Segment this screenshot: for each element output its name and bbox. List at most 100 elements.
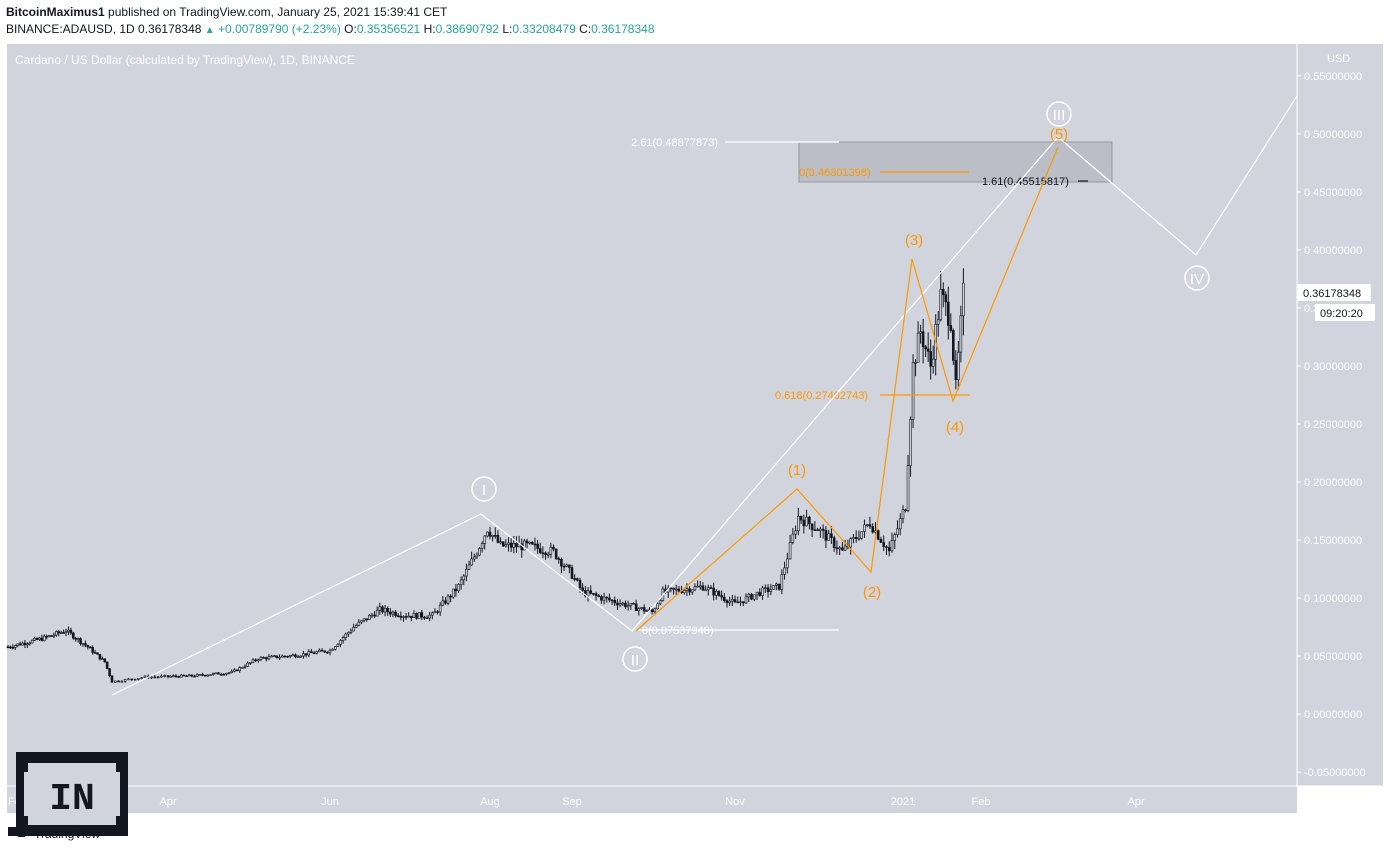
candle-body: [323, 650, 326, 653]
candle-body: [344, 633, 348, 638]
fib-161-label: 1.61(0.45515817): [982, 176, 1069, 188]
candle-body: [701, 585, 705, 591]
candle-body: [133, 678, 137, 681]
wave-label-IV[interactable]: IV: [1184, 265, 1210, 291]
candle-body: [267, 656, 271, 660]
candle-body: [420, 612, 424, 618]
candle-body: [417, 612, 421, 619]
wave-label-1[interactable]: (1): [788, 462, 806, 479]
candle-body: [876, 530, 880, 540]
candle-body: [962, 282, 965, 317]
candle-body: [854, 537, 858, 539]
author-name[interactable]: BitcoinMaximus1: [6, 5, 105, 19]
candle-body: [909, 419, 912, 466]
low-label: L:: [502, 22, 513, 36]
candle-body: [30, 639, 34, 644]
candle-body: [235, 669, 239, 672]
y-tick-label: 0.15000000: [1304, 535, 1362, 547]
tradingview-logo-icon[interactable]: [8, 827, 25, 837]
candle-body: [860, 531, 863, 539]
candle-body: [618, 603, 622, 606]
x-tick-label: Feb: [972, 796, 991, 808]
candle-body: [441, 600, 445, 606]
current-price-tag[interactable]: [1297, 284, 1371, 301]
candle-body: [658, 600, 662, 605]
candle-body: [921, 331, 925, 348]
candle-body: [499, 541, 502, 544]
candle-body: [177, 676, 180, 678]
candle-body: [805, 516, 808, 527]
y-tick-label: 0.05000000: [1304, 651, 1362, 663]
candle-body: [120, 680, 124, 683]
candle-body: [40, 637, 44, 641]
candle-body: [896, 528, 899, 535]
candle-body: [352, 627, 355, 632]
candle-body: [626, 605, 630, 608]
candle-body: [457, 584, 460, 592]
wave-label-I[interactable]: I: [471, 476, 497, 502]
candle-body: [238, 667, 242, 672]
candle-body: [690, 589, 694, 593]
candle-body: [926, 348, 930, 352]
minor-wave-path[interactable]: [635, 146, 1059, 632]
candle-body: [879, 539, 883, 543]
candle-body: [74, 637, 78, 640]
candle-body: [763, 587, 767, 589]
candle-body: [750, 593, 753, 600]
candle-body: [863, 524, 866, 532]
candle-body: [425, 617, 429, 620]
candle-body: [717, 591, 721, 596]
candle-body: [739, 601, 742, 603]
wave-label-5[interactable]: (5): [1050, 126, 1068, 143]
candle-body: [939, 289, 943, 321]
candle-body: [475, 554, 479, 558]
candle-body: [780, 574, 784, 590]
candle-body: [731, 599, 734, 602]
target-zone-box[interactable]: [798, 141, 1113, 183]
candle-body: [486, 531, 489, 537]
candle-body: [370, 614, 374, 617]
tradingview-brand[interactable]: TradingView: [34, 827, 100, 841]
candle-body: [830, 533, 833, 538]
wave-label-IV-text: IV: [1190, 271, 1204, 288]
candle-body: [797, 515, 800, 532]
up-triangle-icon: ▲: [204, 25, 215, 36]
candle-body: [560, 558, 563, 567]
candle-body: [79, 638, 82, 644]
time-axis[interactable]: [7, 786, 1297, 813]
candle-body: [26, 643, 29, 646]
candle-body: [222, 673, 226, 676]
candle-body: [616, 602, 619, 606]
y-tick-label: 0.00000000: [1304, 709, 1362, 721]
candle-body: [381, 606, 384, 613]
wave-label-4[interactable]: (4): [946, 419, 964, 436]
wave-label-2[interactable]: (2): [863, 584, 881, 601]
candle-body: [682, 590, 686, 593]
candle-body: [570, 567, 574, 579]
candle-body: [251, 659, 255, 663]
candle-body: [766, 587, 770, 592]
countdown-tag: [1315, 304, 1375, 321]
ohlc-line: BINANCE:ADAUSD, 1D 0.36178348 ▲ +0.00789…: [6, 22, 655, 36]
candle-body: [98, 654, 102, 660]
candle-body: [18, 643, 22, 646]
candle-body: [195, 674, 199, 677]
wave-label-III[interactable]: III: [1046, 101, 1072, 127]
wave-label-3[interactable]: (3): [905, 232, 923, 249]
candle-body: [501, 541, 505, 547]
candle-body: [13, 645, 17, 648]
candle-body: [621, 602, 625, 605]
price-axis[interactable]: [1297, 44, 1383, 786]
candle-body: [137, 678, 140, 680]
candle-body: [600, 596, 603, 601]
candle-body: [105, 661, 109, 669]
wave-label-II[interactable]: II: [622, 646, 648, 672]
candle-body: [459, 579, 463, 585]
low-value: 0.33208479: [512, 22, 576, 36]
candle-body: [438, 604, 442, 613]
candle-body: [140, 677, 143, 679]
candle-body: [386, 608, 390, 613]
primary-wave-path[interactable]: [111, 95, 1298, 696]
candle-body: [725, 600, 729, 604]
